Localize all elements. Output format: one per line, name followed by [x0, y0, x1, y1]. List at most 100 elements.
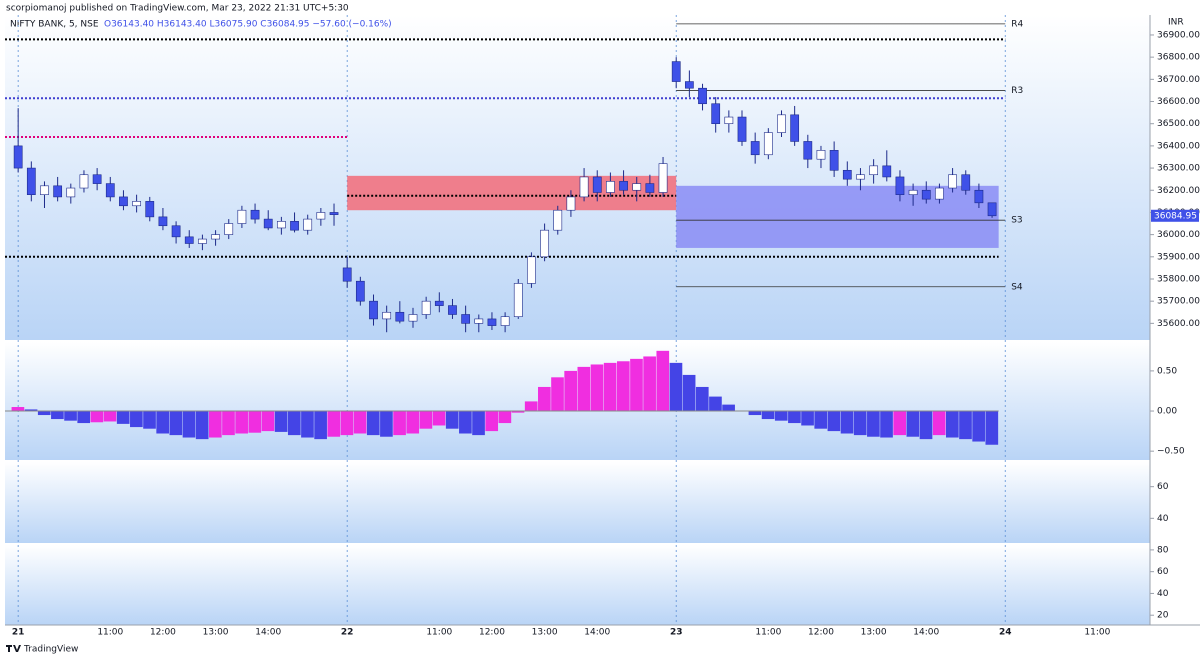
histogram-bar: [774, 411, 788, 421]
currency: INR: [1168, 18, 1184, 28]
candle-body: [276, 221, 286, 229]
histogram-bar: [353, 411, 367, 434]
histogram-bar: [195, 411, 209, 440]
pane-background: [5, 462, 1150, 543]
candle-body: [434, 300, 444, 306]
x-tick-label: 12:00: [150, 628, 176, 638]
candle-body: [750, 141, 760, 156]
histogram-bar: [695, 386, 709, 412]
x-tick-label: 13:00: [532, 628, 558, 638]
histogram-bar: [577, 366, 591, 412]
x-tick-label: 13:00: [203, 628, 229, 638]
x-tick-label: 24: [999, 628, 1012, 638]
x-tick-label: 14:00: [255, 628, 281, 638]
histogram-bar: [327, 411, 341, 437]
candle-body: [26, 167, 36, 195]
histogram-bar: [616, 361, 630, 412]
y-tick-label: 0.00: [1157, 407, 1177, 417]
histogram-bar: [722, 404, 735, 412]
ohlc: O36143.40 H36143.40 L36075.90 C36084.95 …: [104, 20, 392, 30]
x-tick-label: 13:00: [861, 628, 887, 638]
histogram-bar: [37, 411, 51, 416]
publisher: scorpiomanoj published on TradingView.co…: [6, 4, 349, 14]
x-tick-label: 14:00: [913, 628, 939, 638]
candle-body: [119, 196, 128, 207]
histogram-bar: [472, 411, 485, 436]
y-tick-label: 36800.00: [1157, 53, 1200, 63]
histogram-bar: [222, 411, 235, 436]
candle-body: [145, 201, 155, 218]
candle-body: [645, 183, 655, 193]
y-tick-label: 0.50: [1157, 366, 1177, 376]
candle-body: [303, 218, 313, 231]
candle-body: [619, 181, 628, 191]
candle-body: [711, 103, 721, 125]
candle-body: [382, 311, 392, 320]
histogram-bar: [788, 411, 801, 424]
histogram-bar: [340, 411, 354, 436]
candle-body: [461, 314, 471, 324]
histogram-bar: [51, 411, 64, 420]
y-tick-label: 36900.00: [1157, 30, 1200, 40]
candle-body: [395, 311, 405, 322]
candle-body: [579, 176, 589, 198]
histogram-bar: [840, 411, 854, 434]
histogram-bar: [932, 411, 946, 436]
candle-body: [40, 185, 49, 195]
candle-body: [777, 114, 786, 133]
y-tick-label: 35900.00: [1157, 252, 1200, 262]
x-tick-label: 12:00: [808, 628, 834, 638]
histogram-bar: [103, 411, 117, 422]
y-tick-label: 60: [1157, 482, 1169, 492]
candle-body: [92, 174, 102, 184]
histogram-bar: [498, 411, 512, 424]
histogram-bar: [156, 411, 170, 434]
x-tick-label: 22: [341, 628, 354, 638]
candle-body: [184, 236, 194, 244]
histogram-bar: [880, 411, 893, 438]
candle-body: [790, 114, 800, 142]
candle-body: [487, 318, 497, 326]
candle-body: [592, 176, 602, 193]
candle-body: [421, 300, 431, 315]
candle-body: [105, 183, 115, 198]
candle-body: [921, 189, 931, 200]
histogram-bar: [564, 370, 577, 412]
candle-body: [263, 218, 273, 229]
candle-body: [79, 174, 89, 189]
y-tick-label: 35600.00: [1157, 319, 1200, 329]
candle-body: [158, 216, 168, 227]
candle-body: [961, 174, 971, 191]
histogram-bar: [274, 411, 288, 432]
histogram-bar: [11, 407, 25, 412]
histogram-bar: [959, 411, 972, 440]
y-tick-label: 20: [1157, 611, 1169, 621]
candle-body: [132, 201, 141, 207]
histogram-bar: [130, 411, 143, 428]
y-tick-label: 36500.00: [1157, 119, 1200, 129]
histogram-bar: [90, 411, 104, 423]
histogram-bar: [485, 411, 499, 432]
histogram-bar: [524, 401, 538, 412]
histogram-bar: [445, 411, 459, 429]
pivot-label: R3: [1011, 86, 1023, 96]
histogram-bar: [590, 364, 604, 412]
histogram-bar: [946, 411, 959, 438]
candle-body: [671, 61, 681, 82]
candle-body: [658, 163, 668, 193]
candle-body: [948, 174, 957, 189]
histogram-bar: [538, 386, 551, 412]
candle-body: [974, 189, 984, 204]
candle-body: [53, 185, 63, 198]
candle-body: [171, 225, 181, 238]
y-tick-label: 40: [1157, 589, 1169, 599]
histogram-bar: [827, 411, 841, 432]
candle-body: [606, 181, 615, 193]
x-tick-label: 11:00: [755, 628, 781, 638]
histogram-bar: [853, 411, 867, 436]
candle-body: [803, 141, 813, 160]
pivot-label: S4: [1011, 282, 1023, 292]
candle-body: [724, 116, 734, 125]
y-tick-label: 36300.00: [1157, 164, 1200, 174]
